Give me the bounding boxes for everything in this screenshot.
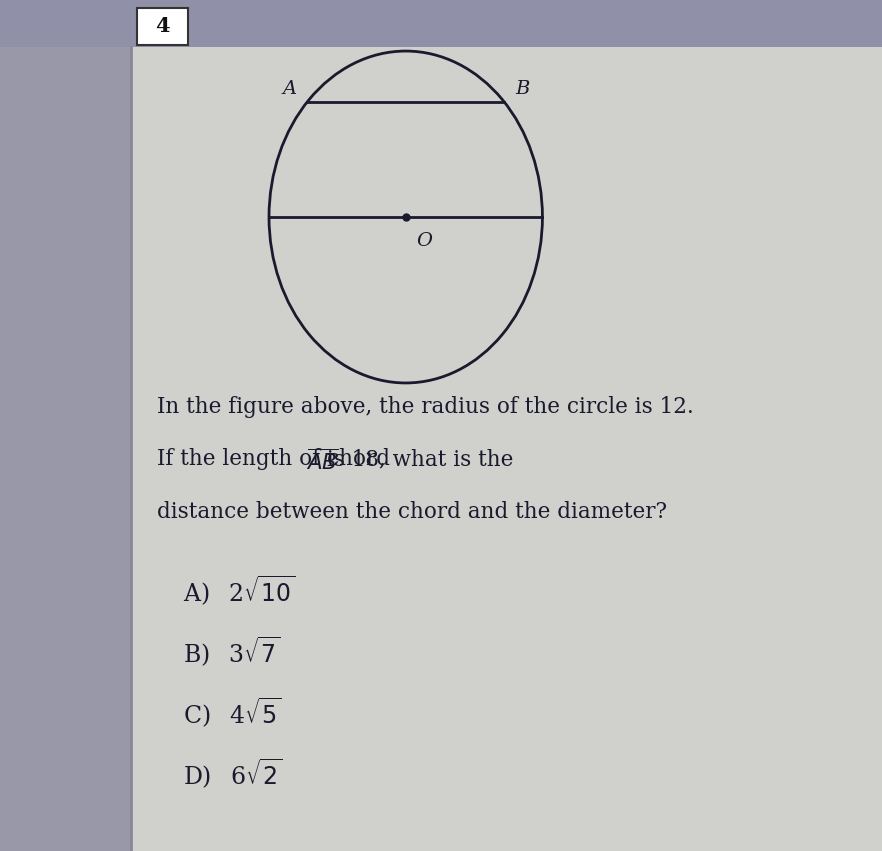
Bar (0, 0, 882, 47)
Text: A: A (282, 80, 296, 98)
Text: C)  4$\sqrt{5}$: C) 4$\sqrt{5}$ (183, 696, 281, 730)
Text: $\overline{AB}$: $\overline{AB}$ (306, 448, 339, 474)
Text: distance between the chord and the diameter?: distance between the chord and the diame… (157, 501, 667, 523)
Bar (131, 0, 882, 851)
Text: B: B (515, 80, 529, 98)
Text: In the figure above, the radius of the circle is 12.: In the figure above, the radius of the c… (157, 396, 694, 418)
Text: A)  2$\sqrt{10}$: A) 2$\sqrt{10}$ (183, 574, 296, 608)
FancyBboxPatch shape (137, 8, 188, 45)
Bar (0, 0, 131, 851)
Text: 4: 4 (155, 16, 169, 37)
Text: O: O (416, 232, 432, 250)
Text: B)  3$\sqrt{7}$: B) 3$\sqrt{7}$ (183, 635, 281, 669)
Text: D)  6$\sqrt{2}$: D) 6$\sqrt{2}$ (183, 757, 282, 791)
Text: is 18, what is the: is 18, what is the (320, 448, 513, 471)
Text: If the length of chord: If the length of chord (157, 448, 397, 471)
